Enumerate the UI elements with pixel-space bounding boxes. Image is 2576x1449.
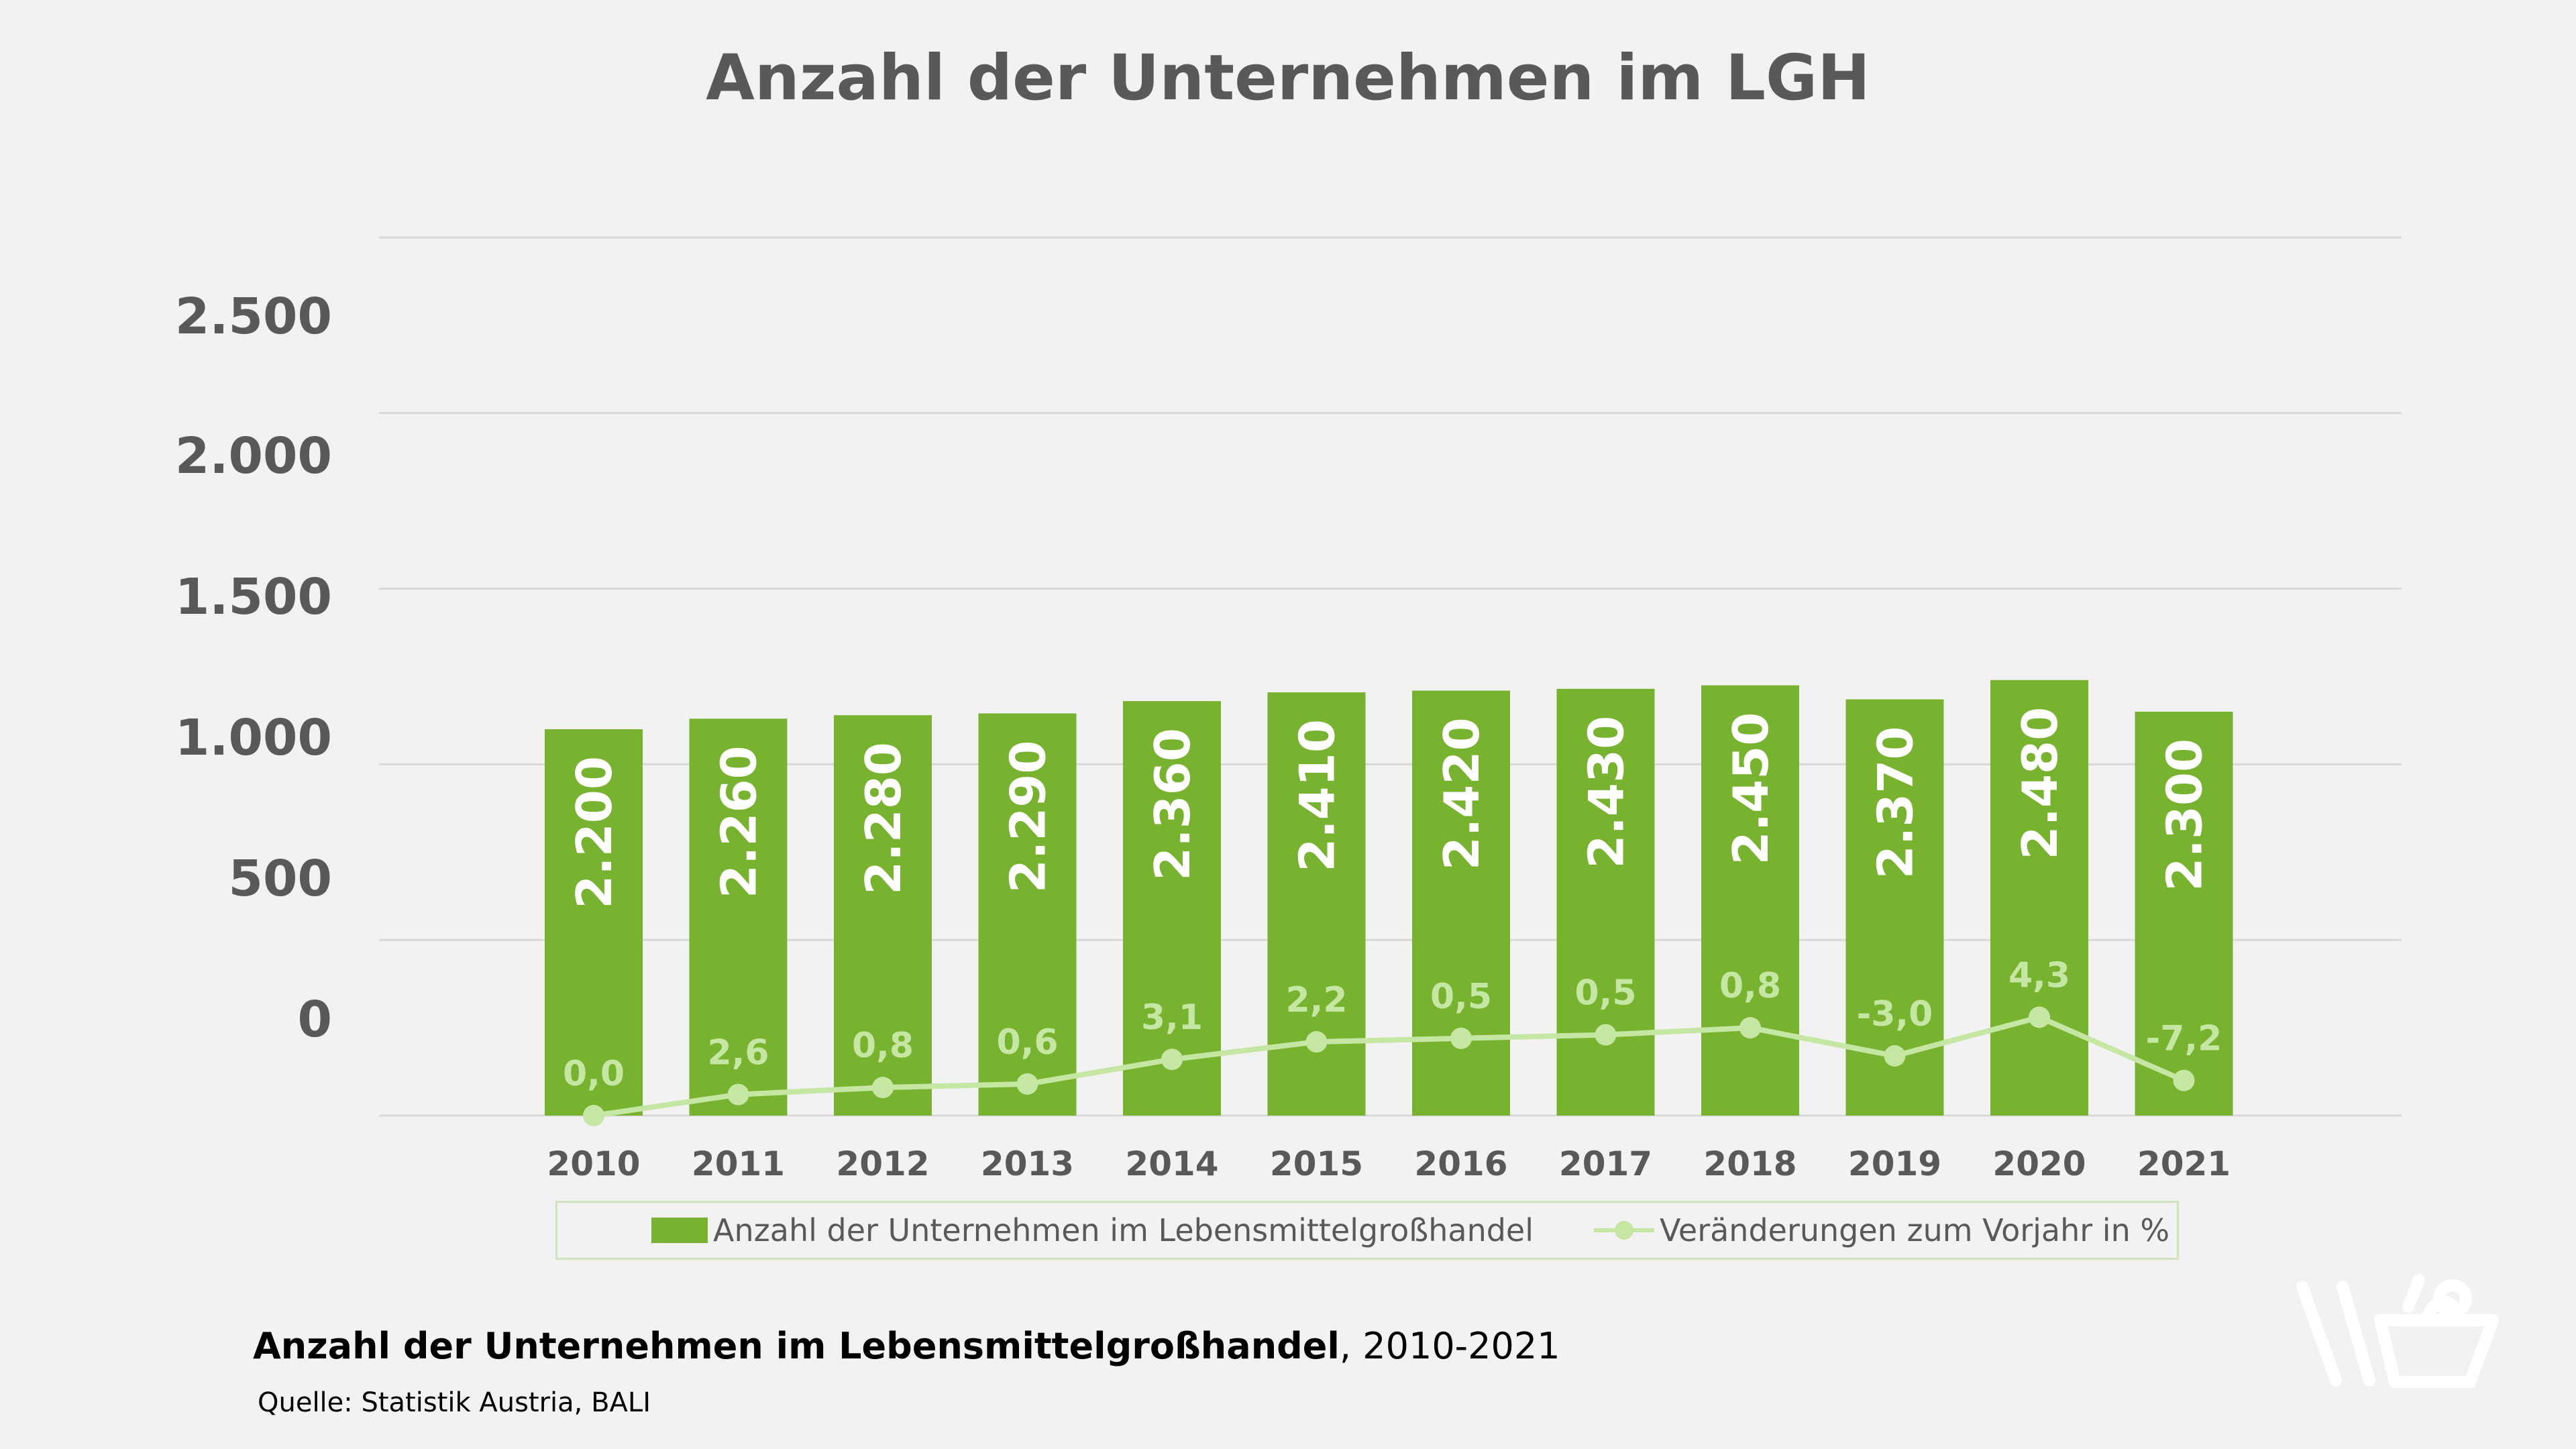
line-point (727, 1083, 749, 1106)
bar (689, 718, 788, 1116)
line-value-label: 0,5 (1430, 977, 1492, 1017)
x-tick-label: 2020 (1992, 1144, 2086, 1183)
bar-value-label: 2.260 (711, 745, 767, 898)
line-value-label: 2,6 (707, 1033, 769, 1073)
y-tick-label: 0 (298, 991, 333, 1049)
y-tick-label: 2.000 (175, 427, 332, 485)
legend-item-bars[interactable]: Anzahl der Unternehmen im Lebensmittelgr… (651, 1212, 1534, 1248)
line-value-label: -3,0 (1857, 994, 1933, 1034)
y-axis-ticks: 2.500 2.000 1.500 1.000 500 0 (175, 288, 332, 1049)
x-tick-label: 2012 (836, 1144, 929, 1183)
caption-rest: , 2010-2021 (1339, 1325, 1560, 1367)
bar (978, 713, 1077, 1116)
bar-value-label: 2.480 (2012, 707, 2068, 860)
x-tick-label: 2010 (547, 1144, 640, 1183)
chart-title: Anzahl der Unternehmen im LGH (706, 42, 1870, 115)
legend-line-swatch (1594, 1218, 1654, 1243)
shopping-basket-icon (2294, 1267, 2502, 1401)
line-value-label: 0,6 (996, 1022, 1058, 1063)
line-point (1450, 1027, 1472, 1049)
bar (834, 715, 932, 1116)
caption: Anzahl der Unternehmen im Lebensmittelgr… (253, 1325, 1560, 1367)
line-point (2173, 1069, 2195, 1091)
line-point (1595, 1024, 1617, 1046)
y-tick-label: 500 (229, 850, 332, 908)
legend-label-bars: Anzahl der Unternehmen im Lebensmittelgr… (713, 1212, 1534, 1248)
caption-bold: Anzahl der Unternehmen im Lebensmittelgr… (253, 1325, 1340, 1367)
line-series: 0,0 2,6 0,8 0,6 3,1 2,2 0,5 0,5 0,8 -3,0 4,3 -7,2 (563, 955, 2222, 1126)
line-value-label: 0,8 (852, 1026, 914, 1066)
x-tick-label: 2019 (1848, 1144, 1941, 1183)
bar (1701, 685, 1799, 1116)
line-value-label: 0,8 (1719, 966, 1781, 1006)
y-tick-label: 1.000 (175, 709, 332, 767)
x-tick-label: 2013 (981, 1144, 1074, 1183)
x-tick-label: 2011 (692, 1144, 785, 1183)
line-value-label: -7,2 (2146, 1019, 2222, 1059)
bar-value-label: 2.280 (855, 742, 912, 895)
line-path (593, 1014, 2186, 1118)
bar-value-label: 2.290 (1000, 740, 1057, 893)
y-tick-label: 2.500 (175, 288, 332, 345)
line-value-label: 2,2 (1285, 980, 1347, 1020)
bar (2135, 711, 2233, 1116)
bar (545, 729, 643, 1116)
bar-value-label: 2.450 (1723, 712, 1779, 865)
x-tick-label: 2021 (2137, 1144, 2231, 1183)
x-axis-ticks: 2010 2011 2012 2013 2014 2015 2016 2017 2018 2019… (547, 1144, 2231, 1183)
line-value-label: 3,1 (1141, 998, 1203, 1038)
line-value-label: 0,0 (563, 1054, 625, 1094)
line-point (1161, 1049, 1183, 1071)
line-point (1739, 1017, 1761, 1039)
line-value-label: 0,5 (1574, 973, 1636, 1014)
bar-value-label: 2.300 (2157, 739, 2213, 892)
bar-value-label: 2.360 (1144, 728, 1201, 881)
bar-value-label: 2.410 (1289, 719, 1346, 872)
legend-label-line: Veränderungen zum Vorjahr in % (1660, 1212, 2170, 1248)
x-tick-label: 2014 (1125, 1144, 1218, 1183)
bar-value-label: 2.420 (1434, 717, 1490, 870)
grid-lines (379, 236, 2402, 1117)
bar-value-label: 2.200 (566, 756, 623, 909)
line-point (872, 1077, 894, 1099)
x-tick-label: 2015 (1270, 1144, 1363, 1183)
bar-series: 2.200 2.260 2.280 2.290 2.360 2.410 2.420 2.430… (545, 680, 2233, 1116)
legend: Anzahl der Unternehmen im Lebensmittelgr… (555, 1201, 2179, 1260)
source-note: Quelle: Statistik Austria, BALI (258, 1387, 651, 1418)
legend-item-line[interactable]: Veränderungen zum Vorjahr in % (1594, 1212, 2169, 1248)
line-point (1884, 1044, 1906, 1067)
x-tick-label: 2017 (1559, 1144, 1652, 1183)
bar-value-label: 2.430 (1578, 716, 1635, 869)
y-tick-label: 1.500 (175, 568, 332, 626)
legend-bar-swatch (651, 1218, 708, 1243)
bar (1990, 680, 2088, 1116)
bar (1123, 701, 1221, 1116)
line-point (583, 1105, 604, 1126)
line-point (1016, 1073, 1038, 1095)
x-tick-label: 2016 (1414, 1144, 1507, 1183)
line-value-label: 4,3 (2008, 955, 2070, 996)
line-point (2029, 1006, 2050, 1028)
line-point (1305, 1031, 1328, 1053)
x-tick-label: 2018 (1703, 1144, 1796, 1183)
bar-value-label: 2.370 (1868, 727, 1924, 879)
